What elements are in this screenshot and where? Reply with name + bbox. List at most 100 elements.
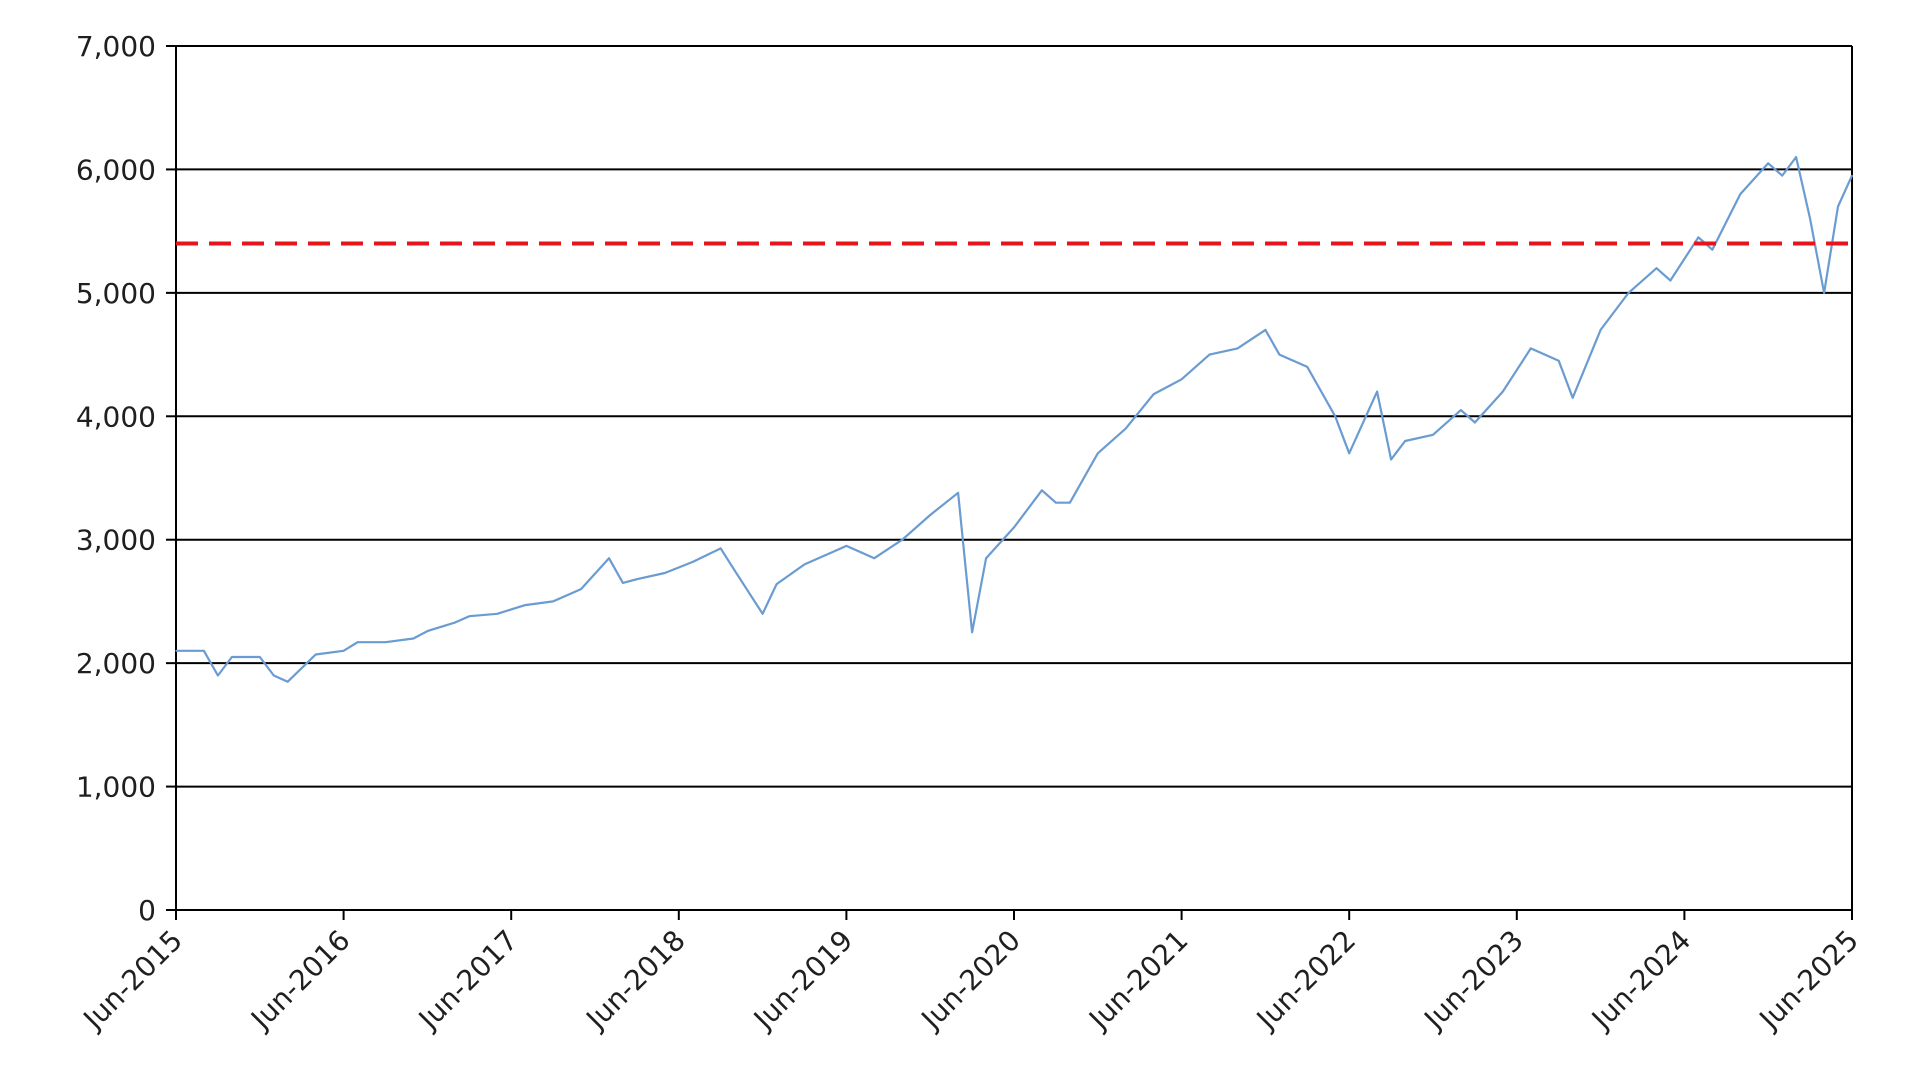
x-tick-label: Jun-2015 (76, 924, 189, 1037)
data-point (775, 583, 778, 585)
data-point (1669, 279, 1672, 282)
data-point (803, 563, 806, 566)
data-point (1460, 409, 1462, 411)
data-point (1055, 501, 1057, 504)
data-point (552, 600, 554, 603)
data-point (622, 582, 624, 584)
data-point (1306, 366, 1309, 368)
data-point (664, 572, 666, 574)
data-point (580, 588, 582, 590)
data-point (873, 557, 876, 559)
data-point (1264, 329, 1267, 331)
data-point (1152, 393, 1155, 395)
axis-layer (166, 45, 1853, 920)
data-point (1348, 452, 1350, 455)
data-point (1502, 390, 1504, 393)
data-point (468, 615, 471, 617)
y-tick-label: 0 (138, 894, 156, 927)
data-point (1208, 353, 1211, 356)
data-point (1655, 267, 1658, 270)
data-point (1390, 458, 1392, 461)
data-point (1180, 378, 1183, 381)
data-point (1236, 347, 1239, 350)
data-point (1432, 434, 1434, 436)
data-point (1711, 248, 1714, 251)
data-point (342, 650, 345, 652)
data-point (1404, 440, 1406, 442)
data-point (356, 641, 359, 643)
data-point (719, 547, 722, 550)
data-point (203, 650, 205, 652)
y-tick-label: 6,000 (76, 153, 156, 186)
data-point (901, 538, 904, 541)
data-point (985, 557, 987, 559)
data-point (957, 492, 959, 494)
data-point (1627, 292, 1630, 294)
grid-layer (176, 45, 1852, 788)
data-point (1767, 162, 1769, 165)
data-point (971, 631, 973, 634)
data-point (1599, 329, 1602, 331)
data-point (1097, 452, 1099, 455)
data-point (1739, 193, 1742, 195)
y-tick-label: 5,000 (76, 277, 156, 310)
x-tick-label: Jun-2024 (1584, 924, 1697, 1037)
y-tick-label: 4,000 (76, 400, 156, 433)
data-point (733, 569, 736, 572)
x-tick-label: Jun-2018 (579, 924, 692, 1037)
data-point (1851, 174, 1853, 177)
data-point (286, 680, 289, 683)
data-point (1124, 427, 1127, 430)
data-point (692, 561, 694, 563)
data-point (273, 674, 275, 677)
data-point (1571, 397, 1574, 399)
data-point (384, 641, 387, 643)
series-layer (175, 156, 1854, 683)
data-point (1795, 156, 1797, 158)
data-point (1278, 353, 1281, 356)
x-tick-label: Jun-2019 (746, 924, 859, 1037)
x-tick-label: Jun-2021 (1081, 924, 1194, 1037)
tick-label-layer: 0 1,000 2,000 3,000 4,000 5,000 6,000 7,000 Jun-… (76, 30, 1865, 1037)
data-point (1041, 489, 1043, 492)
y-tick-label: 7,000 (76, 30, 156, 63)
data-point (1376, 390, 1378, 393)
data-point (1837, 205, 1839, 208)
data-point (259, 656, 261, 658)
data-point (454, 621, 457, 624)
data-point (1474, 421, 1476, 424)
data-point (426, 630, 429, 632)
data-point (175, 650, 177, 652)
data-point (231, 656, 233, 658)
data-point (1557, 359, 1560, 362)
y-tick-label: 2,000 (76, 647, 156, 680)
data-point (929, 514, 931, 516)
data-point (1823, 292, 1825, 294)
y-tick-label: 3,000 (76, 524, 156, 557)
data-point (608, 557, 610, 559)
data-point (1781, 174, 1783, 177)
data-point (1013, 526, 1015, 529)
data-point (831, 551, 834, 553)
data-point (524, 604, 526, 606)
series-line (176, 156, 1854, 683)
y-tick-label: 1,000 (76, 771, 156, 804)
data-point (636, 578, 638, 580)
data-point (412, 637, 415, 640)
data-point (1069, 501, 1071, 504)
data-point (1809, 218, 1811, 220)
data-point (496, 613, 499, 615)
x-tick-label: Jun-2016 (243, 924, 356, 1037)
x-tick-label: Jun-2023 (1417, 924, 1530, 1037)
x-tick-label: Jun-2020 (914, 924, 1027, 1037)
data-point (1530, 347, 1532, 350)
x-tick-label: Jun-2022 (1249, 924, 1362, 1037)
data-point (314, 653, 317, 656)
data-point (845, 545, 848, 547)
x-tick-label: Jun-2017 (411, 924, 524, 1037)
data-point (1334, 415, 1336, 418)
data-point (761, 613, 764, 615)
data-point (1697, 236, 1700, 239)
data-point (217, 674, 219, 677)
